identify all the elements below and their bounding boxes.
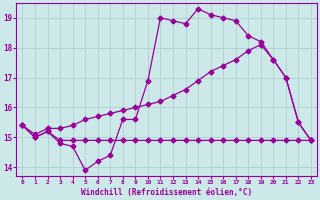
X-axis label: Windchill (Refroidissement éolien,°C): Windchill (Refroidissement éolien,°C) — [81, 188, 252, 197]
